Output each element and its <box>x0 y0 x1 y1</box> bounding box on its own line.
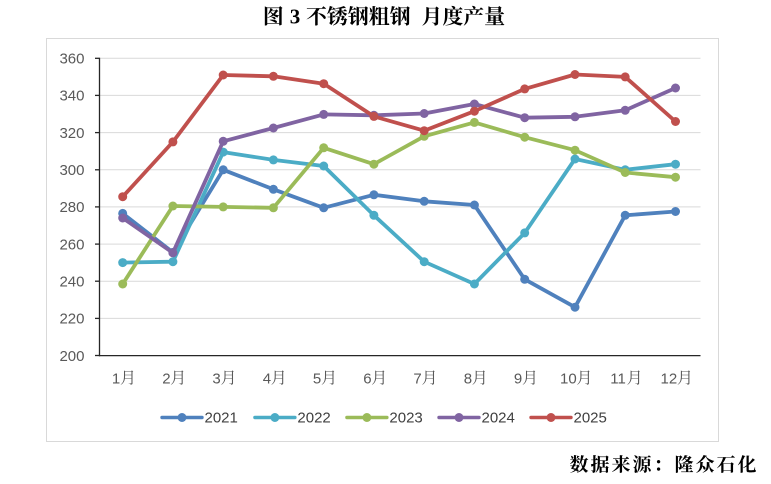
svg-text:2021: 2021 <box>205 410 238 427</box>
svg-text:340: 340 <box>59 88 84 105</box>
svg-text:2025: 2025 <box>574 410 607 427</box>
svg-text:280: 280 <box>59 199 84 216</box>
svg-text:3: 3 <box>212 371 220 388</box>
svg-text:240: 240 <box>59 274 84 291</box>
svg-text:12: 12 <box>661 371 678 388</box>
svg-text:360: 360 <box>59 51 84 68</box>
svg-text:300: 300 <box>59 162 84 179</box>
svg-text:5: 5 <box>313 371 321 388</box>
svg-text:2023: 2023 <box>389 410 422 427</box>
svg-text:200: 200 <box>59 348 84 365</box>
svg-text:2024: 2024 <box>482 410 515 427</box>
svg-text:1: 1 <box>112 371 120 388</box>
svg-text:8: 8 <box>464 371 472 388</box>
svg-text:220: 220 <box>59 311 84 328</box>
svg-text:2: 2 <box>162 371 170 388</box>
svg-text:320: 320 <box>59 125 84 142</box>
svg-text:260: 260 <box>59 236 84 253</box>
svg-text:7: 7 <box>413 371 421 388</box>
svg-text:4: 4 <box>263 371 271 388</box>
svg-text:11: 11 <box>610 371 626 388</box>
svg-text:6: 6 <box>363 371 371 388</box>
svg-text:2022: 2022 <box>297 410 330 427</box>
svg-text:10: 10 <box>560 371 577 388</box>
svg-text:3: 3 <box>290 5 301 29</box>
svg-text:9: 9 <box>514 371 522 388</box>
